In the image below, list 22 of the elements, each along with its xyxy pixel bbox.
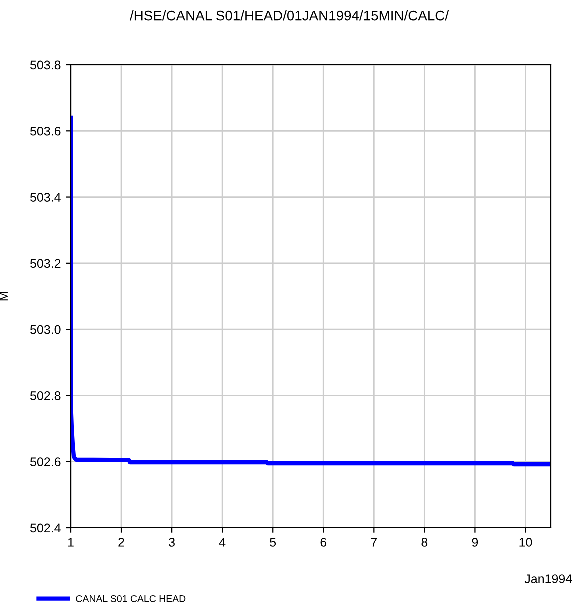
x-tick-label: 8 (422, 538, 428, 547)
legend-label: CANAL S01 CALC HEAD (76, 595, 186, 602)
x-tick-label: 4 (219, 538, 226, 547)
y-tick-label: 503.8 (30, 60, 61, 70)
x-tick-label: 10 (520, 538, 532, 547)
x-tick-label: 5 (270, 538, 276, 547)
x-tick-label: 3 (169, 538, 175, 547)
y-tick-label: 502.4 (30, 524, 61, 533)
x-tick-label: 1 (68, 538, 74, 547)
y-tick-label: 502.6 (30, 458, 61, 467)
x-tick-label: 7 (371, 538, 378, 547)
x-tick-label: 9 (472, 538, 478, 547)
y-tick-label: 503.2 (30, 259, 61, 268)
y-tick-label: 503.6 (30, 126, 61, 136)
y-tick-label: 503.0 (30, 325, 61, 334)
chart-title: /HSE/CANAL S01/HEAD/01JAN1994/15MIN/CALC/ (130, 10, 450, 21)
y-tick-label: 502.8 (30, 392, 61, 400)
line-series (71, 116, 551, 467)
x-axis-title: Jan1994 (524, 574, 572, 584)
x-tick-label: 2 (118, 538, 124, 547)
x-tick-label: 6 (320, 538, 327, 547)
y-tick-label: 503.4 (30, 193, 61, 202)
